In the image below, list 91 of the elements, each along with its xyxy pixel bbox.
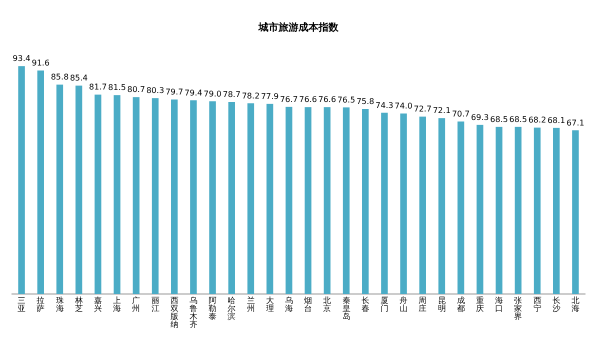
data-label: 80.7 [127,85,146,94]
bar [152,98,159,294]
data-label: 75.8 [356,97,374,106]
x-tick-label: 厦门 [380,296,388,314]
bar [458,121,464,294]
bar [572,130,579,294]
x-tick-label: 广州 [132,296,140,314]
data-label: 78.2 [242,91,260,100]
x-tick-label: 长沙 [552,296,560,314]
bar [247,103,254,294]
x-tick-label: 北海 [571,296,580,314]
x-tick-label: 烟台 [304,296,312,314]
data-label: 76.5 [337,95,356,104]
x-tick-label: 三亚 [18,296,26,314]
data-label: 69.3 [471,112,489,122]
x-tick-label: 林芝 [74,296,83,314]
x-tick-label: 昆明 [438,296,446,314]
x-tick-label: 周庄 [418,296,427,314]
bar [171,100,178,294]
x-tick-label: 乌鲁木齐 [189,296,198,330]
bar [496,126,502,294]
x-tick-label: 阿勒泰 [208,296,217,322]
data-label: 81.7 [89,82,107,92]
bar [419,116,426,294]
data-label: 68.2 [528,116,546,125]
data-label: 68.5 [490,114,508,124]
x-tick-label: 兰州 [246,296,255,314]
bar [553,128,560,294]
x-tick-label: 重庆 [476,296,484,314]
data-label: 76.6 [299,95,317,104]
bar [56,84,64,294]
data-label: 77.9 [260,92,279,101]
x-tick-label: 西双版纳 [170,296,178,330]
bar [132,97,140,294]
data-label: 78.7 [222,90,241,100]
x-tick-label: 海口 [495,296,504,314]
data-label: 79.0 [204,89,222,98]
bar [534,128,541,294]
data-label: 76.6 [318,95,336,104]
bar [438,118,446,294]
bar [304,107,312,294]
data-label: 81.5 [108,83,126,92]
bar [18,66,25,294]
chart-title: 城市旅游成本指数 [258,22,340,34]
data-label: 74.3 [376,100,394,110]
data-label: 68.1 [547,116,566,125]
bar [94,94,102,294]
x-tick-label: 珠海 [56,296,64,314]
data-label: 70.7 [452,110,470,119]
bar [342,107,350,294]
data-label: 79.4 [184,88,202,98]
x-tick-label: 乌海 [284,296,293,314]
bar [286,106,292,294]
data-label: 80.3 [146,86,164,96]
bar [228,102,235,294]
data-label: 68.5 [509,114,528,124]
bar [324,107,330,294]
bar [190,100,197,294]
data-label: 91.6 [32,58,50,68]
data-label: 72.1 [432,106,451,116]
data-label: 74.0 [394,102,412,111]
x-tick-label: 上海 [113,296,122,314]
data-label: 72.7 [414,104,432,114]
bar [76,86,82,294]
data-label: 79.7 [165,88,184,97]
x-tick-label: 哈尔滨 [228,296,236,322]
x-tick-label: 西宁 [533,296,542,314]
data-label: 85.8 [50,72,69,82]
bar [400,113,407,294]
x-tick-label: 张家界 [514,296,522,322]
bar [362,109,369,294]
data-label: 76.7 [280,94,298,104]
x-tick-label: 长春 [361,296,370,314]
x-tick-label: 北京 [323,296,332,314]
bar [476,124,484,294]
bar [381,112,388,294]
data-label: 93.4 [12,54,30,64]
x-tick-label: 舟山 [400,296,408,314]
x-tick-label: 大理 [266,296,274,314]
bar [209,101,216,294]
bar [114,95,120,294]
x-tick-label: 秦皇岛 [342,296,350,322]
x-tick-label: 丽江 [151,296,160,314]
x-tick-label: 拉萨 [36,296,45,314]
bar [514,126,522,294]
data-label: 67.1 [566,118,584,128]
bar [266,104,274,294]
data-label: 85.4 [70,74,88,83]
x-tick-label: 嘉兴 [94,296,102,314]
x-tick-label: 成都 [456,296,465,314]
bar [37,70,44,294]
